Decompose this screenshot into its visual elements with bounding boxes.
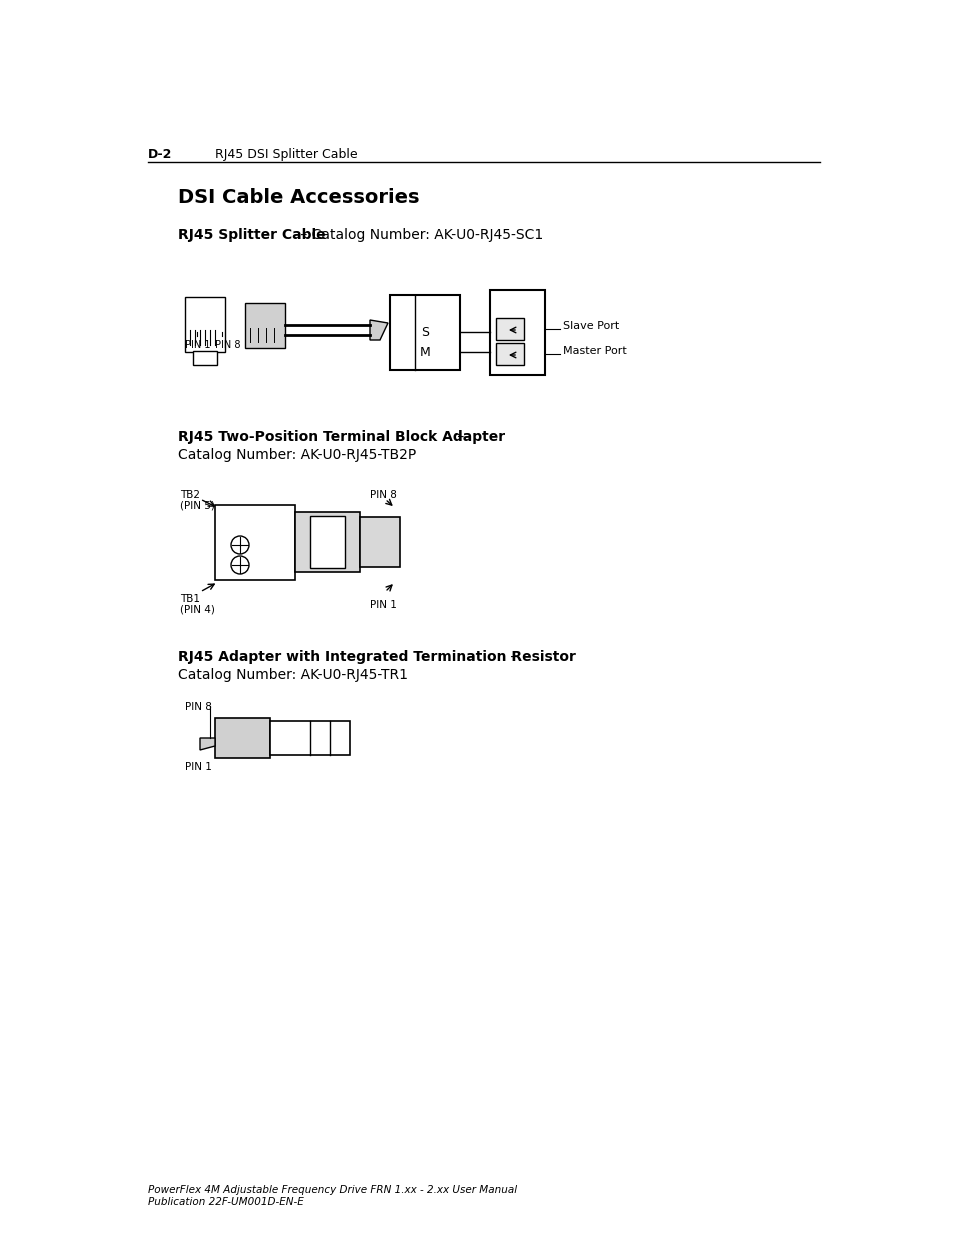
Text: Slave Port: Slave Port (562, 321, 618, 331)
Text: RJ45 Adapter with Integrated Termination Resistor: RJ45 Adapter with Integrated Termination… (178, 650, 576, 664)
Text: –: – (453, 430, 464, 445)
Text: D-2: D-2 (148, 148, 172, 161)
Text: PIN 1: PIN 1 (185, 340, 211, 350)
Bar (245, 303, 285, 348)
Text: PIN 8: PIN 8 (370, 490, 396, 500)
Text: RJ45 DSI Splitter Cable: RJ45 DSI Splitter Cable (214, 148, 357, 161)
Bar (185, 296, 225, 352)
Text: PIN 8: PIN 8 (185, 701, 212, 713)
Circle shape (231, 556, 249, 574)
Text: –: – (505, 650, 517, 664)
Text: RJ45 Splitter Cable: RJ45 Splitter Cable (178, 228, 325, 242)
Text: (PIN 4): (PIN 4) (180, 604, 214, 614)
Bar (310, 516, 345, 568)
Text: RJ45 Two-Position Terminal Block Adapter: RJ45 Two-Position Terminal Block Adapter (178, 430, 504, 445)
Bar (214, 718, 270, 758)
Text: (PIN 5): (PIN 5) (180, 500, 214, 510)
Bar (496, 343, 523, 366)
Text: TB2: TB2 (180, 490, 200, 500)
Bar (294, 513, 359, 572)
Polygon shape (370, 320, 388, 340)
Bar (390, 295, 459, 370)
Bar (214, 505, 294, 580)
Bar (270, 721, 350, 755)
Polygon shape (200, 739, 214, 750)
Text: Master Port: Master Port (562, 346, 626, 356)
Circle shape (231, 536, 249, 555)
Text: Catalog Number: AK-U0-RJ45-TB2P: Catalog Number: AK-U0-RJ45-TB2P (178, 448, 416, 462)
Text: TB1: TB1 (180, 594, 200, 604)
Bar (496, 317, 523, 340)
Text: PIN 1: PIN 1 (370, 600, 396, 610)
Text: – Catalog Number: AK-U0-RJ45-SC1: – Catalog Number: AK-U0-RJ45-SC1 (295, 228, 542, 242)
Bar (490, 290, 544, 375)
Text: S: S (420, 326, 429, 338)
Text: M: M (419, 346, 430, 358)
Text: PIN 8: PIN 8 (214, 340, 240, 350)
Bar (193, 351, 216, 366)
Bar (359, 517, 399, 567)
Text: PowerFlex 4M Adjustable Frequency Drive FRN 1.xx - 2.xx User Manual: PowerFlex 4M Adjustable Frequency Drive … (148, 1186, 517, 1195)
Text: Publication 22F-UM001D-EN-E: Publication 22F-UM001D-EN-E (148, 1197, 303, 1207)
Text: DSI Cable Accessories: DSI Cable Accessories (178, 188, 419, 207)
Text: Catalog Number: AK-U0-RJ45-TR1: Catalog Number: AK-U0-RJ45-TR1 (178, 668, 408, 682)
Text: PIN 1: PIN 1 (185, 762, 212, 772)
